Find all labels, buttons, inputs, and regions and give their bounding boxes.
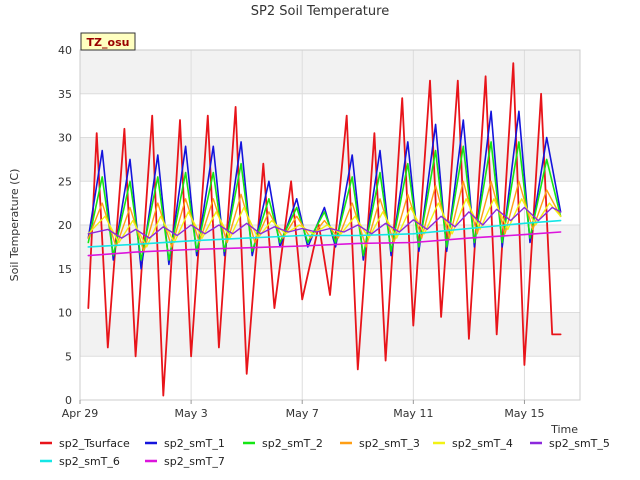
series-line-sp2-Tsurface [87, 62, 562, 397]
y-tick-label: 15 [58, 263, 72, 276]
series-line-sp2-smT-6 [87, 219, 562, 248]
plot-band [80, 225, 580, 269]
plot-band [80, 50, 580, 94]
y-axis-ticks: 0 5 10 15 20 25 30 35 40 [58, 44, 72, 407]
x-tick-label: May 15 [504, 407, 544, 420]
series-lines [87, 62, 562, 397]
series-line-sp2-smT-2 [87, 141, 562, 261]
series-line-sp2-smT-4 [87, 198, 562, 248]
y-axis-label: Soil Temperature (C) [8, 169, 21, 282]
y-tick-label: 20 [58, 219, 72, 232]
legend: sp2_Tsurface sp2_smT_1 sp2_smT_2 sp2_smT_3 s… [40, 437, 610, 468]
series-line-sp2-smT-3 [87, 180, 562, 253]
x-tick-label: May 7 [286, 407, 319, 420]
legend-label-sp2-smT-5: sp2_smT_5 [549, 437, 610, 450]
legend-label-sp2-smT-6: sp2_smT_6 [59, 455, 120, 468]
y-tick-label: 30 [58, 132, 72, 145]
y-tick-label: 10 [58, 307, 72, 320]
x-axis-label: Time [550, 423, 578, 436]
y-tick-label: 5 [65, 350, 72, 363]
plot-frame [79, 49, 581, 401]
x-axis-ticks: Apr 29 May 3 May 7 May 11 May 15 [62, 400, 545, 420]
x-tick-label: May 11 [393, 407, 433, 420]
tz-badge-box [80, 32, 136, 51]
legend-label-sp2-smT-7: sp2_smT_7 [164, 455, 225, 468]
legend-label-sp2-smT-1: sp2_smT_1 [164, 437, 225, 450]
x-tick-label: May 3 [174, 407, 207, 420]
legend-label-sp2-Tsurface: sp2_Tsurface [59, 437, 130, 450]
tz-badge: TZ_osu [80, 32, 136, 51]
y-tick-label: 25 [58, 175, 72, 188]
series-line-sp2-smT-7 [87, 231, 562, 257]
legend-label-sp2-smT-3: sp2_smT_3 [359, 437, 420, 450]
legend-label-sp2-smT-2: sp2_smT_2 [262, 437, 323, 450]
y-tick-label: 40 [58, 44, 72, 57]
legend-label-sp2-smT-4: sp2_smT_4 [452, 437, 513, 450]
tz-badge-text: TZ_osu [87, 36, 130, 49]
plot-band [80, 312, 580, 357]
series-line-sp2-smT-5 [87, 206, 562, 239]
chart-title: SP2 Soil Temperature [251, 4, 389, 19]
y-tick-label: 0 [65, 394, 72, 407]
x-tick-label: Apr 29 [62, 407, 99, 420]
y-tick-label: 35 [58, 88, 72, 101]
